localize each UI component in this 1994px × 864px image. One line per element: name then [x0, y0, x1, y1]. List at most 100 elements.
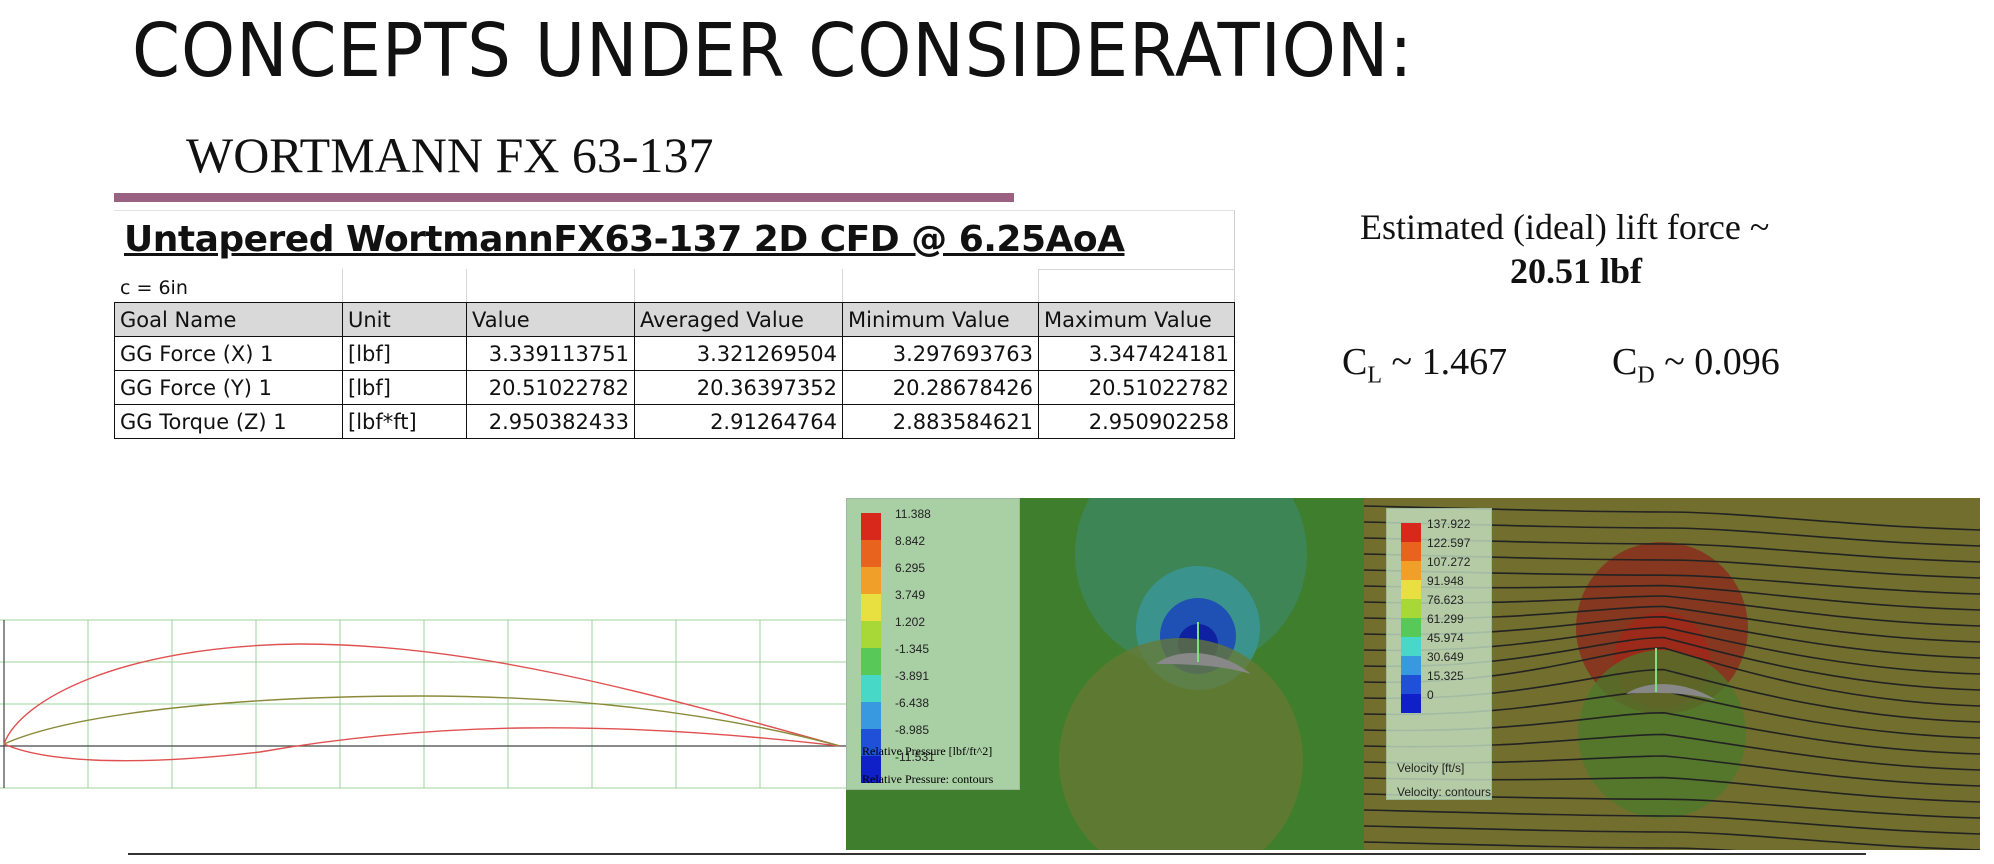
value-cell: 20.51022782: [466, 370, 635, 405]
column-header: Averaged Value: [634, 302, 843, 337]
streamline: [1364, 553, 1980, 579]
legend-color-swatch: [861, 594, 881, 621]
minimum-value-cell: 3.297693763: [842, 336, 1039, 371]
legend-tick: 15.325: [1427, 669, 1464, 683]
camber-line: [3, 695, 841, 747]
legend-tick: 11.388: [895, 507, 931, 521]
grid-line: [466, 269, 467, 304]
maximum-value-cell: 3.347424181: [1038, 336, 1235, 371]
grid-line: [342, 269, 343, 304]
cl-symbol: C: [1342, 341, 1368, 383]
cl-value: ~ 1.467: [1382, 341, 1508, 383]
column-header: Minimum Value: [842, 302, 1039, 337]
slide-title: CONCEPTS UNDER CONSIDERATION:: [132, 8, 1414, 94]
lift-estimate-label: Estimated (ideal) lift force ~: [1360, 207, 1770, 247]
legend-color-swatch: [861, 756, 881, 783]
streamline: [1364, 793, 1980, 819]
legend-color-swatch: [861, 675, 881, 702]
table-title: Untapered WortmannFX63-137 2D CFD @ 6.25…: [124, 219, 1125, 260]
column-header: Value: [466, 302, 635, 337]
value-cell: 2.950382433: [466, 404, 635, 439]
table-row: GG Force (X) 1 [lbf] 3.339113751 3.32126…: [114, 336, 1235, 371]
legend-color-swatch: [1401, 561, 1421, 580]
streamline: [1364, 615, 1980, 659]
averaged-value-cell: 20.36397352: [634, 370, 843, 405]
streamline: [1364, 841, 1737, 850]
averaged-value-cell: 2.91264764: [634, 404, 843, 439]
legend-tick: 91.948: [1427, 574, 1464, 588]
streamline: [1364, 733, 1980, 771]
streamline: [1364, 636, 1980, 691]
legend-tick: 76.623: [1427, 593, 1464, 607]
legend-tick: 122.597: [1427, 536, 1471, 550]
streamlines: [1364, 505, 1980, 850]
streamline: [1364, 711, 1980, 755]
streamline: [1364, 809, 1980, 835]
grid-line: [1038, 269, 1235, 304]
legend-tick: 45.974: [1427, 631, 1464, 645]
bottom-divider: [128, 853, 1866, 855]
results-table: Goal Name Unit Value Averaged Value Mini…: [114, 302, 1235, 439]
averaged-value-cell: 3.321269504: [634, 336, 843, 371]
legend-color-swatch: [1401, 618, 1421, 637]
legend-color-swatch: [1401, 599, 1421, 618]
accent-divider: [114, 193, 1014, 202]
velocity-unit-label: Velocity [ft/s]: [1397, 761, 1465, 775]
legend-tick: 1.202: [895, 615, 926, 629]
drag-coefficient: CD ~ 0.096: [1612, 340, 1780, 390]
legend-tick: 8.842: [895, 534, 926, 548]
grid-line: [842, 269, 843, 304]
legend-tick: -1.345: [895, 642, 930, 656]
legend-color-swatch: [1401, 542, 1421, 561]
chord-note: c = 6in: [120, 277, 188, 299]
legend-color-swatch: [861, 702, 881, 729]
cd-value: ~ 0.096: [1654, 341, 1780, 383]
streamline: [1364, 668, 1980, 723]
lower-surface-line: [3, 727, 841, 762]
cd-subscript: D: [1637, 362, 1655, 389]
grid-line: [634, 269, 635, 304]
plot-grid: [0, 619, 846, 789]
velocity-color-bar: [1401, 523, 1421, 713]
streamline: [1364, 605, 1980, 643]
legend-color-swatch: [861, 729, 881, 756]
table-row: GG Torque (Z) 1 [lbf*ft] 2.950382433 2.9…: [114, 404, 1235, 439]
legend-tick: 3.749: [895, 588, 926, 602]
goal-name-cell: GG Force (Y) 1: [114, 370, 343, 405]
legend-tick: -11.531: [895, 750, 935, 764]
pressure-legend: 11.388 8.842 6.295 3.749 1.202 -1.345 -3…: [846, 498, 1020, 790]
legend-color-swatch: [1401, 637, 1421, 656]
maximum-value-cell: 2.950902258: [1038, 404, 1235, 439]
column-header: Maximum Value: [1038, 302, 1235, 337]
velocity-mode-label: Velocity: contours: [1397, 785, 1492, 799]
legend-color-swatch: [861, 621, 881, 648]
legend-tick: 6.295: [895, 561, 926, 575]
lift-estimate-value: 20.51 lbf: [1510, 251, 1643, 291]
airfoil-profile-plot: [0, 619, 846, 789]
legend-tick: -3.891: [895, 669, 930, 683]
slide-subtitle: WORTMANN FX 63-137: [186, 127, 714, 183]
goal-name-cell: GG Torque (Z) 1: [114, 404, 343, 439]
unit-cell: [lbf]: [342, 370, 467, 405]
streamline: [1364, 755, 1980, 787]
value-cell: 3.339113751: [466, 336, 635, 371]
pressure-contour-plot: 11.388 8.842 6.295 3.749 1.202 -1.345 -3…: [846, 498, 1364, 850]
legend-color-swatch: [1401, 675, 1421, 694]
streamline: [1364, 595, 1980, 627]
table-row: GG Force (Y) 1 [lbf] 20.51022782 20.3639…: [114, 370, 1235, 405]
pressure-unit-label: Relative Pressure [lbf/ft^2]: [862, 744, 993, 758]
velocity-contour-plot: 137.922 122.597 107.272 91.948 76.623 61…: [1364, 498, 1980, 850]
legend-color-swatch: [1401, 580, 1421, 599]
legend-color-swatch: [1401, 656, 1421, 675]
lift-coefficient: CL ~ 1.467: [1342, 340, 1507, 390]
minimum-value-cell: 20.28678426: [842, 370, 1039, 405]
goal-name-cell: GG Force (X) 1: [114, 336, 343, 371]
pressure-color-bar: [861, 513, 881, 783]
legend-tick: 30.649: [1427, 650, 1464, 664]
legend-color-swatch: [861, 648, 881, 675]
table-header-row: Goal Name Unit Value Averaged Value Mini…: [114, 302, 1235, 337]
legend-color-swatch: [861, 567, 881, 594]
unit-cell: [lbf]: [342, 336, 467, 371]
legend-color-swatch: [861, 540, 881, 567]
streamline: [1364, 521, 1980, 547]
